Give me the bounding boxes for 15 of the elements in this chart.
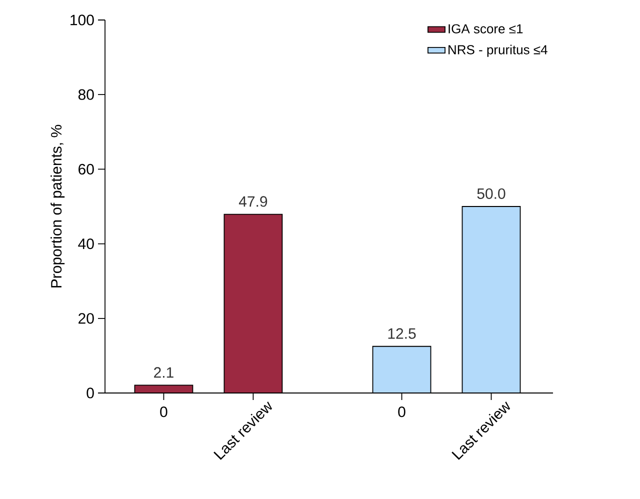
data-label: 47.9	[238, 196, 268, 207]
y-tick-label: 40	[78, 238, 94, 250]
legend-label: NRS - pruritus ≤4	[448, 44, 548, 57]
y-tick-label: 0	[86, 388, 94, 398]
y-axis-title: Proportion of patients, %	[50, 124, 65, 288]
data-label: 50.0	[477, 188, 506, 199]
y-tick-label: 80	[78, 89, 94, 100]
x-tick-label: 0	[160, 406, 168, 418]
y-tick-label: 100	[70, 14, 94, 26]
y-tick-label: 20	[78, 313, 94, 324]
y-tick-label: 60	[78, 164, 94, 175]
data-label: 2.1	[154, 367, 174, 378]
data-label: 12.5	[388, 328, 416, 339]
legend-label: IGA score ≤1	[448, 24, 523, 34]
x-tick-label: 0	[398, 406, 406, 418]
